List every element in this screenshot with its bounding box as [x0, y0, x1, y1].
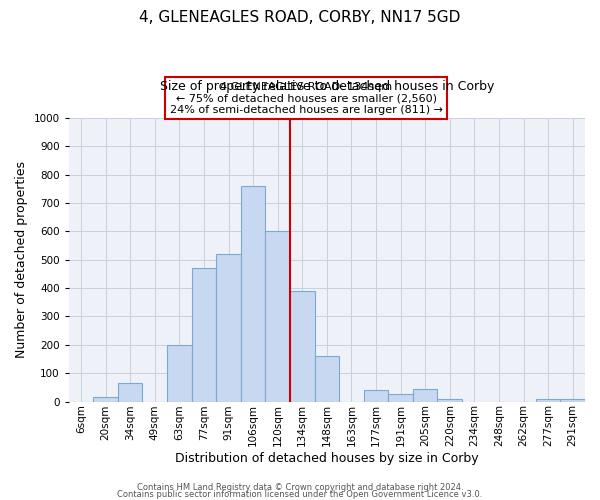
Title: Size of property relative to detached houses in Corby: Size of property relative to detached ho… [160, 80, 494, 93]
Bar [191, 268, 216, 402]
X-axis label: Distribution of detached houses by size in Corby: Distribution of detached houses by size … [175, 452, 479, 465]
Bar [265, 232, 290, 402]
Bar [437, 398, 462, 402]
Bar [388, 394, 413, 402]
Bar [536, 398, 560, 402]
Bar [93, 398, 118, 402]
Bar [167, 345, 191, 402]
Bar [560, 398, 585, 402]
Bar [314, 356, 339, 402]
Text: 4, GLENEAGLES ROAD, CORBY, NN17 5GD: 4, GLENEAGLES ROAD, CORBY, NN17 5GD [139, 10, 461, 25]
Bar [413, 389, 437, 402]
Bar [216, 254, 241, 402]
Y-axis label: Number of detached properties: Number of detached properties [15, 161, 28, 358]
Bar [241, 186, 265, 402]
Text: 4 GLENEAGLES ROAD: 134sqm
← 75% of detached houses are smaller (2,560)
24% of se: 4 GLENEAGLES ROAD: 134sqm ← 75% of detac… [170, 82, 443, 115]
Bar [364, 390, 388, 402]
Bar [290, 291, 314, 402]
Bar [118, 383, 142, 402]
Text: Contains HM Land Registry data © Crown copyright and database right 2024.: Contains HM Land Registry data © Crown c… [137, 484, 463, 492]
Text: Contains public sector information licensed under the Open Government Licence v3: Contains public sector information licen… [118, 490, 482, 499]
